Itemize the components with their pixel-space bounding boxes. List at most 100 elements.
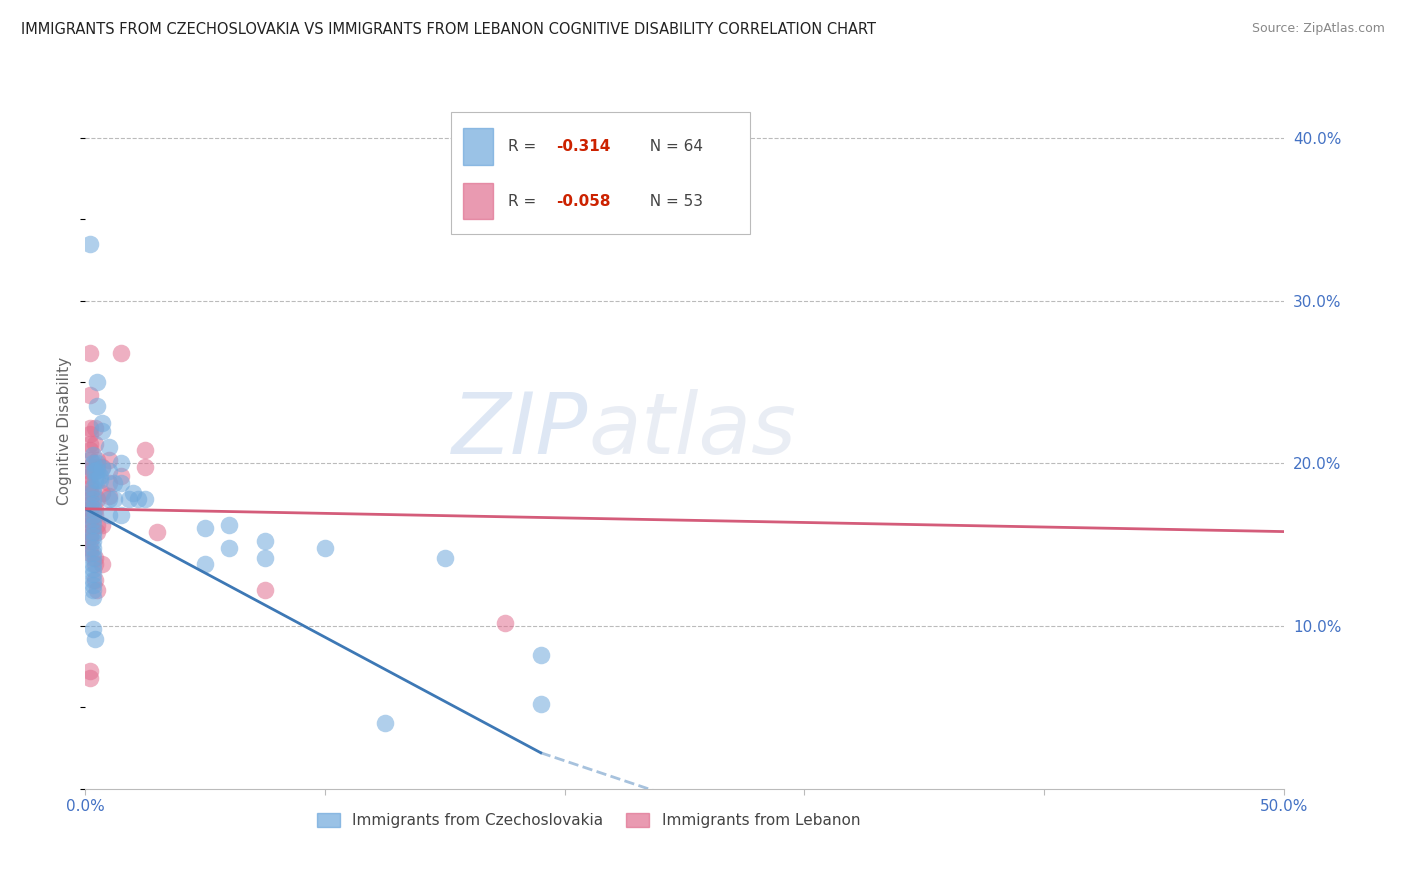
Point: [110, 456, 132, 470]
Point: [110, 508, 132, 523]
Point: [84, 473, 107, 487]
Point: [82, 541, 104, 555]
Point: [79, 481, 101, 495]
Point: [86, 375, 108, 389]
Point: [79, 529, 101, 543]
Point: [82, 566, 104, 581]
Point: [79, 459, 101, 474]
Point: [79, 388, 101, 402]
Point: [86, 583, 108, 598]
Point: [86, 453, 108, 467]
Point: [194, 557, 217, 571]
Point: [82, 524, 104, 539]
Point: [98, 475, 121, 490]
Point: [91, 424, 114, 438]
Point: [79, 546, 101, 560]
Point: [98, 489, 121, 503]
Point: [84, 420, 107, 434]
Point: [91, 557, 114, 571]
Point: [86, 524, 108, 539]
Point: [98, 464, 121, 478]
Text: ZIP: ZIP: [453, 389, 589, 472]
Point: [79, 469, 101, 483]
Point: [79, 671, 101, 685]
Point: [103, 491, 125, 506]
Point: [122, 485, 145, 500]
Point: [82, 534, 104, 549]
Point: [84, 501, 107, 516]
Point: [82, 456, 104, 470]
Point: [84, 557, 107, 571]
Point: [79, 436, 101, 450]
Point: [89, 469, 111, 483]
Point: [86, 459, 108, 474]
Point: [530, 697, 553, 711]
Point: [79, 524, 101, 539]
Legend: Immigrants from Czechoslovakia, Immigrants from Lebanon: Immigrants from Czechoslovakia, Immigran…: [311, 807, 866, 835]
Point: [79, 427, 101, 442]
Point: [218, 518, 240, 533]
Point: [84, 550, 107, 565]
Text: IMMIGRANTS FROM CZECHOSLOVAKIA VS IMMIGRANTS FROM LEBANON COGNITIVE DISABILITY C: IMMIGRANTS FROM CZECHOSLOVAKIA VS IMMIGR…: [21, 22, 876, 37]
Point: [82, 491, 104, 506]
Point: [79, 491, 101, 506]
Point: [79, 665, 101, 679]
Point: [79, 508, 101, 523]
Point: [110, 469, 132, 483]
Point: [79, 518, 101, 533]
Point: [82, 578, 104, 592]
Point: [91, 459, 114, 474]
Point: [84, 464, 107, 478]
Point: [84, 632, 107, 646]
Point: [86, 473, 108, 487]
Point: [79, 541, 101, 555]
Point: [98, 453, 121, 467]
Point: [134, 491, 156, 506]
Point: [82, 464, 104, 478]
Point: [82, 518, 104, 533]
Point: [82, 622, 104, 636]
Point: [79, 236, 101, 251]
Point: [82, 557, 104, 571]
Point: [254, 550, 277, 565]
Point: [91, 518, 114, 533]
Point: [82, 497, 104, 511]
Point: [254, 534, 277, 549]
Point: [79, 345, 101, 359]
Point: [86, 518, 108, 533]
Point: [86, 491, 108, 506]
Point: [86, 463, 108, 477]
Point: [82, 574, 104, 588]
Point: [79, 485, 101, 500]
Y-axis label: Cognitive Disability: Cognitive Disability: [58, 357, 72, 505]
Point: [82, 501, 104, 516]
Point: [127, 491, 149, 506]
Point: [82, 583, 104, 598]
Point: [79, 420, 101, 434]
Point: [254, 583, 277, 598]
Text: atlas: atlas: [589, 389, 797, 472]
Point: [103, 475, 125, 490]
Point: [79, 513, 101, 527]
Point: [82, 590, 104, 604]
Point: [98, 491, 121, 506]
Point: [82, 550, 104, 565]
Point: [82, 529, 104, 543]
Point: [82, 448, 104, 462]
Point: [79, 464, 101, 478]
Point: [84, 574, 107, 588]
Point: [79, 497, 101, 511]
Point: [82, 562, 104, 576]
Point: [89, 473, 111, 487]
Point: [117, 491, 139, 506]
Point: [82, 513, 104, 527]
Point: [79, 534, 101, 549]
Point: [110, 475, 132, 490]
Point: [79, 443, 101, 458]
Point: [218, 541, 240, 555]
Point: [91, 416, 114, 430]
Point: [110, 345, 132, 359]
Point: [146, 524, 169, 539]
Point: [79, 501, 101, 516]
Point: [494, 615, 516, 630]
